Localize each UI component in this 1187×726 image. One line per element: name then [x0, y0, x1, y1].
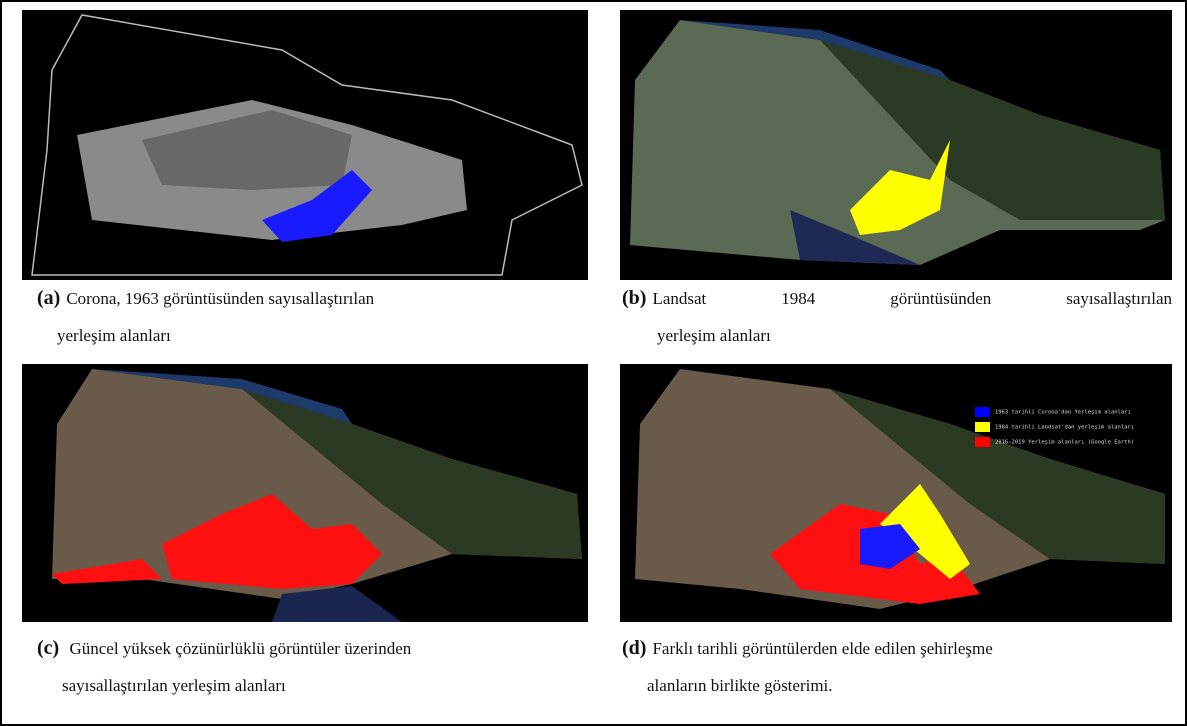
image-b	[620, 10, 1172, 280]
caption-line: yerleşim alanları	[657, 326, 771, 346]
caption-line: Landsat 1984 görüntüsünden sayısallaştır…	[652, 289, 1172, 308]
legend-label: 2016-2019 Yerleşim alanları (Google Eart…	[995, 440, 1134, 446]
image-a	[22, 10, 588, 280]
caption-line: Farklı tarihli görüntülerden elde edilen…	[652, 639, 992, 658]
caption-line: alanların birlikte gösterimi.	[647, 676, 833, 696]
panel-label: (a)	[37, 287, 60, 309]
caption-d: (d) Farklı tarihli görüntülerden elde edi…	[622, 636, 993, 661]
panel-label: (c)	[37, 637, 59, 659]
caption-line: Güncel yüksek çözünürlüklü görüntüler üz…	[69, 639, 411, 658]
caption-a: (a) Corona, 1963 görüntüsünden sayısallaş…	[37, 286, 374, 311]
panel-label: (b)	[622, 287, 646, 309]
caption-line: Corona, 1963 görüntüsünden sayısallaştır…	[66, 289, 374, 308]
caption-line: yerleşim alanları	[57, 326, 171, 346]
image-c	[22, 364, 588, 622]
figure: (a) Corona, 1963 görüntüsünden sayısallaş…	[0, 0, 1187, 726]
image-d: 1963 tarihli Corona'dan Yerleşim alanlar…	[620, 364, 1172, 622]
legend-label: 1963 tarihli Corona'dan Yerleşim alanlar…	[995, 410, 1131, 416]
caption-line: sayısallaştırılan yerleşim alanları	[62, 676, 286, 696]
legend-label: 1984 tarihli Landsat'dan yerleşim alanla…	[995, 425, 1134, 431]
caption-b: (b) Landsat 1984 görüntüsünden sayısallaş…	[622, 286, 1172, 311]
panel-label: (d)	[622, 637, 646, 659]
caption-c: (c) Güncel yüksek çözünürlüklü görüntüle…	[37, 636, 411, 661]
